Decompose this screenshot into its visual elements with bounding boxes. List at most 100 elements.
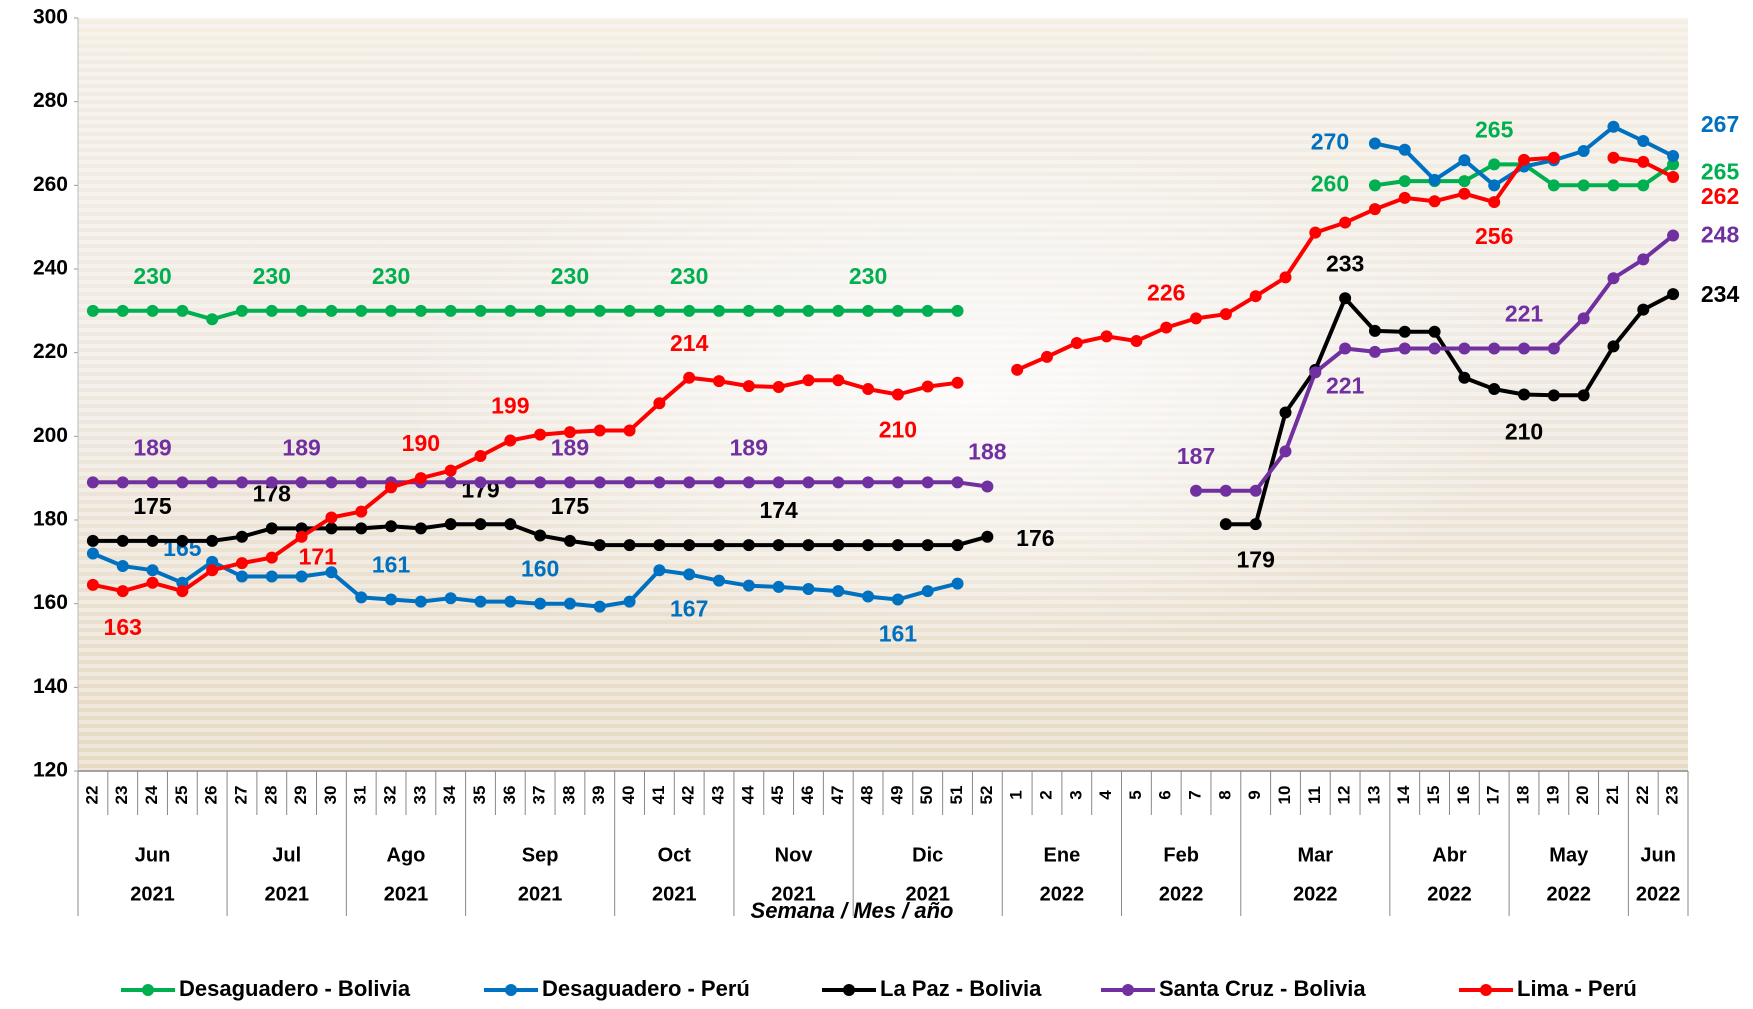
x-year-label: 2021 [771, 883, 816, 905]
data-point [176, 476, 189, 489]
x-year-label: 2021 [518, 883, 563, 905]
data-point [1637, 179, 1650, 192]
data-label: 161 [879, 621, 918, 647]
data-point [1607, 340, 1620, 353]
data-point [593, 539, 606, 552]
legend-label: La Paz - Bolivia [880, 976, 1042, 1001]
data-point [1458, 154, 1471, 167]
y-tick-label: 180 [33, 508, 68, 531]
x-year-label: 2022 [1159, 883, 1204, 905]
data-point [1368, 203, 1381, 216]
data-point [325, 476, 338, 489]
x-month-label: Sep [522, 844, 559, 866]
x-month-label: May [1549, 844, 1589, 866]
data-point [325, 511, 338, 524]
data-point [862, 383, 875, 396]
legend-swatch-marker [1480, 984, 1492, 996]
data-point [146, 576, 159, 589]
x-month-label: Abr [1432, 844, 1467, 866]
data-point [713, 304, 726, 317]
data-point [206, 476, 219, 489]
data-point [563, 476, 576, 489]
x-tick-label: 52 [977, 786, 996, 805]
x-tick-label: 36 [500, 786, 519, 805]
data-point [534, 304, 547, 317]
x-year-label: 2022 [1293, 883, 1338, 905]
data-point [355, 505, 368, 518]
data-point [235, 476, 248, 489]
data-point [1011, 363, 1024, 376]
data-label: 171 [299, 544, 338, 570]
data-point [802, 539, 815, 552]
data-point [742, 579, 755, 592]
data-point [832, 476, 845, 489]
data-point [1339, 292, 1352, 305]
x-tick-label: 9 [1245, 790, 1264, 799]
data-point [295, 530, 308, 543]
data-point [1190, 484, 1203, 497]
data-point [1547, 179, 1560, 192]
data-point [1607, 151, 1620, 164]
x-tick-label: 12 [1335, 786, 1354, 805]
data-point [1518, 388, 1531, 401]
x-tick-label: 21 [1603, 786, 1622, 805]
data-point [1607, 120, 1620, 133]
data-point [295, 522, 308, 535]
x-tick-label: 6 [1156, 790, 1175, 799]
data-point [891, 593, 904, 606]
data-label: 189 [133, 434, 171, 460]
data-point [1219, 484, 1232, 497]
legend-swatch-marker [1122, 984, 1134, 996]
x-tick-label: 27 [231, 786, 250, 805]
data-point [325, 566, 338, 579]
x-month-label: Nov [775, 844, 814, 866]
x-tick-label: 51 [947, 786, 966, 805]
data-point [385, 304, 398, 317]
data-point [504, 304, 517, 317]
data-point [1309, 226, 1322, 239]
x-tick-label: 44 [738, 785, 757, 804]
x-tick-label: 38 [559, 786, 578, 805]
x-tick-label: 42 [679, 786, 698, 805]
data-point [563, 597, 576, 610]
data-point [355, 591, 368, 604]
data-point [1637, 253, 1650, 266]
data-point [1518, 153, 1531, 166]
x-tick-label: 31 [351, 786, 370, 805]
x-tick-label: 50 [917, 786, 936, 805]
data-point [862, 476, 875, 489]
data-point [742, 304, 755, 317]
data-point [1279, 406, 1292, 419]
data-point [1160, 321, 1173, 334]
legend-swatch-marker [142, 984, 154, 996]
x-tick-label: 46 [798, 786, 817, 805]
data-point [444, 464, 457, 477]
x-month-label: Dic [912, 844, 943, 866]
data-label: 176 [1016, 525, 1054, 551]
x-tick-label: 15 [1424, 786, 1443, 805]
data-label: 265 [1475, 116, 1514, 142]
data-label: 230 [551, 263, 589, 289]
data-label: 189 [282, 434, 320, 460]
x-tick-label: 49 [887, 786, 906, 805]
x-tick-label: 40 [619, 786, 638, 805]
x-tick-label: 35 [470, 786, 489, 805]
data-point [1607, 179, 1620, 192]
data-point [1667, 170, 1680, 183]
data-point [593, 476, 606, 489]
data-point [1219, 518, 1232, 531]
data-point [1398, 325, 1411, 338]
data-point [235, 557, 248, 570]
x-tick-label: 39 [589, 786, 608, 805]
x-year-label: 2022 [1040, 883, 1085, 905]
x-tick-label: 19 [1543, 786, 1562, 805]
data-point [444, 304, 457, 317]
data-point [772, 580, 785, 593]
data-point [534, 428, 547, 441]
data-point [1339, 216, 1352, 229]
legend-label: Desaguadero - Bolivia [179, 976, 411, 1001]
data-point [683, 568, 696, 581]
x-year-label: 2021 [264, 883, 309, 905]
data-point [1428, 342, 1441, 355]
data-point [683, 304, 696, 317]
